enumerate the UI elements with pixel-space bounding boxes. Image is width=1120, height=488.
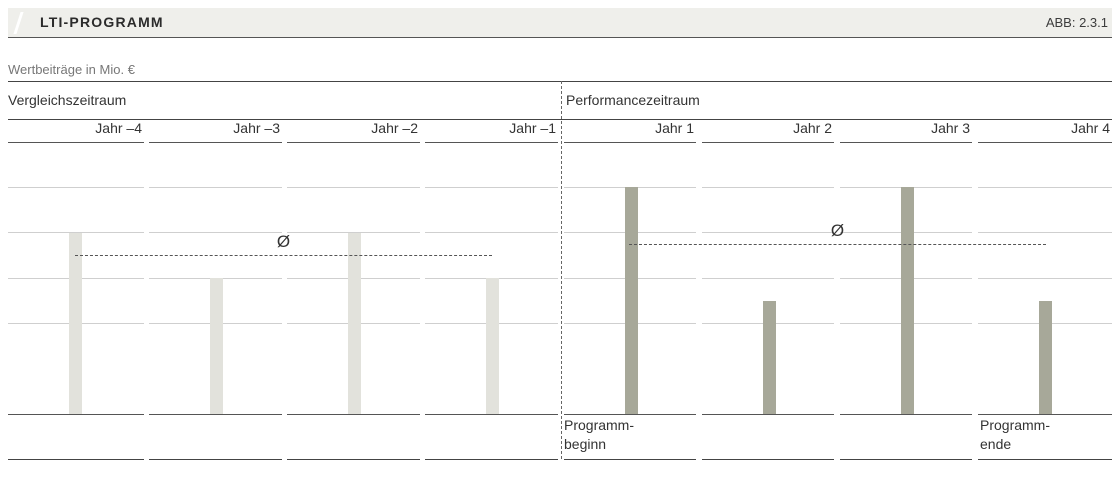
average-line — [75, 255, 492, 257]
figure-header: LTI-PROGRAMM ABB: 2.3.1 — [8, 8, 1112, 37]
baseline-rule — [425, 414, 558, 415]
year-tick-label: Jahr 4 — [1071, 120, 1110, 136]
bar-performance — [763, 300, 776, 414]
average-symbol: Ø — [276, 232, 291, 252]
header-slash-decoration — [13, 12, 24, 34]
header-rule — [8, 37, 1112, 38]
year-header-rule — [425, 142, 558, 143]
gridline — [978, 187, 1112, 188]
section-rule — [8, 119, 1112, 120]
program-start-note-line2: beginn — [564, 436, 607, 452]
bottom-rule — [8, 459, 144, 460]
gridline — [149, 187, 282, 188]
year-tick-label: Jahr 3 — [931, 120, 970, 136]
chart-subtitle: Wertbeiträge in Mio. € — [8, 62, 135, 77]
bar-performance — [1039, 300, 1052, 414]
year-header-rule — [702, 142, 834, 143]
section-label-performance: Performancezeitraum — [566, 92, 700, 108]
year-tick-label: Jahr –3 — [233, 120, 280, 136]
bottom-rule — [564, 459, 696, 460]
section-label-comparison: Vergleichszeitraum — [8, 92, 127, 108]
gridline — [287, 187, 420, 188]
baseline-rule — [840, 414, 972, 415]
gridline — [702, 187, 834, 188]
bottom-rule — [287, 459, 420, 460]
average-line — [629, 244, 1046, 245]
bar-comparison — [69, 232, 82, 414]
year-tick-label: Jahr 1 — [655, 120, 694, 136]
gridline — [702, 278, 834, 279]
gridline — [425, 187, 558, 188]
bar-comparison — [210, 278, 223, 414]
program-end-note: Programm- ende — [980, 416, 1050, 454]
bar-performance — [901, 187, 914, 414]
year-tick-label: Jahr –4 — [95, 120, 142, 136]
program-end-note-line1: Programm- — [980, 417, 1051, 433]
gridline — [702, 232, 834, 233]
baseline-rule — [287, 414, 420, 415]
year-header-rule — [978, 142, 1112, 143]
bottom-rule — [978, 459, 1112, 460]
year-header-rule — [564, 142, 696, 143]
gridline — [8, 187, 144, 188]
gridline — [149, 232, 282, 233]
subtitle-rule — [8, 81, 1112, 82]
bottom-rule — [702, 459, 834, 460]
figure-title: LTI-PROGRAMM — [40, 14, 164, 30]
program-start-note-line1: Programm- — [564, 417, 635, 433]
bar-comparison — [486, 278, 499, 414]
baseline-rule — [702, 414, 834, 415]
program-end-note-line2: ende — [980, 436, 1012, 452]
average-symbol: Ø — [830, 221, 845, 240]
bar-comparison — [348, 232, 361, 414]
gridline — [287, 232, 420, 233]
bottom-rule — [425, 459, 558, 460]
year-tick-label: Jahr 2 — [793, 120, 832, 136]
baseline-rule — [978, 414, 1112, 415]
year-tick-label: Jahr –2 — [371, 120, 418, 136]
bottom-rule — [840, 459, 972, 460]
figure-number: ABB: 2.3.1 — [1045, 15, 1108, 30]
year-header-rule — [8, 142, 144, 143]
gridline — [978, 278, 1112, 279]
gridline — [8, 232, 144, 233]
gridline — [425, 232, 558, 233]
baseline-rule — [564, 414, 696, 415]
year-header-rule — [287, 142, 420, 143]
baseline-rule — [149, 414, 282, 415]
year-header-rule — [840, 142, 972, 143]
bottom-rule — [149, 459, 282, 460]
bar-performance — [625, 187, 638, 414]
program-start-note: Programm- beginn — [564, 416, 634, 454]
baseline-rule — [8, 414, 144, 415]
gridline — [978, 232, 1112, 233]
year-header-rule — [149, 142, 282, 143]
year-tick-label: Jahr –1 — [509, 120, 556, 136]
period-divider — [561, 81, 562, 459]
